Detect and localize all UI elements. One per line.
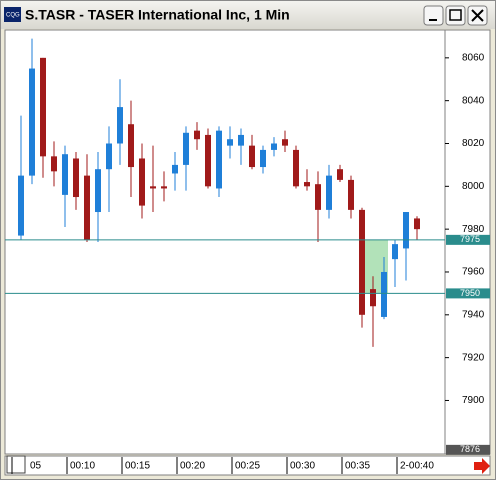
candle-body	[326, 175, 332, 210]
candle-body	[106, 143, 112, 170]
candle-body	[359, 209, 365, 315]
candle-body	[216, 130, 222, 189]
y-tick-label: 8000	[462, 181, 485, 192]
candle-body	[205, 134, 211, 187]
candle-body	[51, 156, 57, 172]
candle-body	[260, 149, 266, 168]
y-tick-label: 7960	[462, 267, 485, 278]
reference-label: 7950	[460, 288, 480, 298]
candle-body	[370, 289, 376, 307]
x-tick-label: 00:20	[180, 461, 205, 472]
reference-label-box	[446, 288, 490, 299]
y-tick-label: 8040	[462, 95, 485, 106]
icon-glyph: CQG	[6, 13, 20, 19]
candle-body	[238, 134, 244, 146]
reference-label-box	[446, 234, 490, 245]
y-tick-label: 8060	[462, 52, 485, 63]
candle-body	[249, 145, 255, 168]
candle-body	[227, 139, 233, 146]
candle-body	[315, 184, 321, 210]
reference-label: 7975	[460, 234, 480, 244]
candle-body	[183, 132, 189, 165]
title-bar	[1, 1, 495, 29]
y-tick-label: 8020	[462, 138, 485, 149]
bottom-marker-label: 7876	[460, 444, 480, 454]
candle-body	[95, 169, 101, 213]
candle-body	[128, 124, 134, 168]
candle-body	[282, 139, 288, 146]
candle-body	[161, 186, 167, 189]
bottom-marker-box	[446, 444, 490, 455]
candle-body	[348, 179, 354, 210]
candle-body	[117, 107, 123, 144]
candle-body	[337, 169, 343, 180]
scroll-arrow[interactable]	[474, 458, 490, 474]
candle-body	[381, 271, 387, 317]
maximize-button[interactable]	[445, 5, 466, 26]
y-tick-label: 7980	[462, 224, 485, 235]
candle-body	[194, 130, 200, 140]
y-tick-label: 7940	[462, 309, 485, 320]
app-icon	[4, 7, 21, 22]
maximize-glyph	[449, 9, 462, 21]
candle-body	[293, 149, 299, 187]
close-glyph	[471, 9, 484, 22]
x-tick-label: 05	[30, 461, 42, 472]
x-tick-label: 2-00:40	[400, 461, 434, 472]
minimize-button[interactable]	[423, 5, 444, 26]
candle-body	[18, 175, 24, 236]
x-tick-label: 00:10	[70, 461, 95, 472]
candle-body	[29, 68, 35, 176]
candle-body	[139, 158, 145, 206]
x-tick-label: 00:15	[125, 461, 150, 472]
candle-body	[271, 143, 277, 150]
y-tick-label: 7900	[462, 395, 485, 406]
candle-body	[403, 212, 409, 249]
x-axis-area	[4, 455, 491, 476]
candle-body	[73, 158, 79, 198]
window-buttons[interactable]	[423, 5, 488, 26]
corner-box[interactable]	[6, 455, 26, 474]
x-tick-label: 00:30	[290, 461, 315, 472]
candle-body	[392, 244, 398, 260]
candle-body	[150, 186, 156, 189]
candle-body	[172, 164, 178, 174]
candle-body	[84, 175, 90, 240]
candle-body	[304, 182, 310, 187]
x-tick-label: 00:35	[345, 461, 370, 472]
candle-body	[414, 218, 420, 230]
x-tick-label: 00:25	[235, 461, 260, 472]
candle-body	[40, 57, 46, 157]
y-tick-label: 7920	[462, 352, 485, 363]
candle-body	[62, 154, 68, 195]
window-title: S.TASR - TASER International Inc, 1 Min	[25, 7, 290, 23]
